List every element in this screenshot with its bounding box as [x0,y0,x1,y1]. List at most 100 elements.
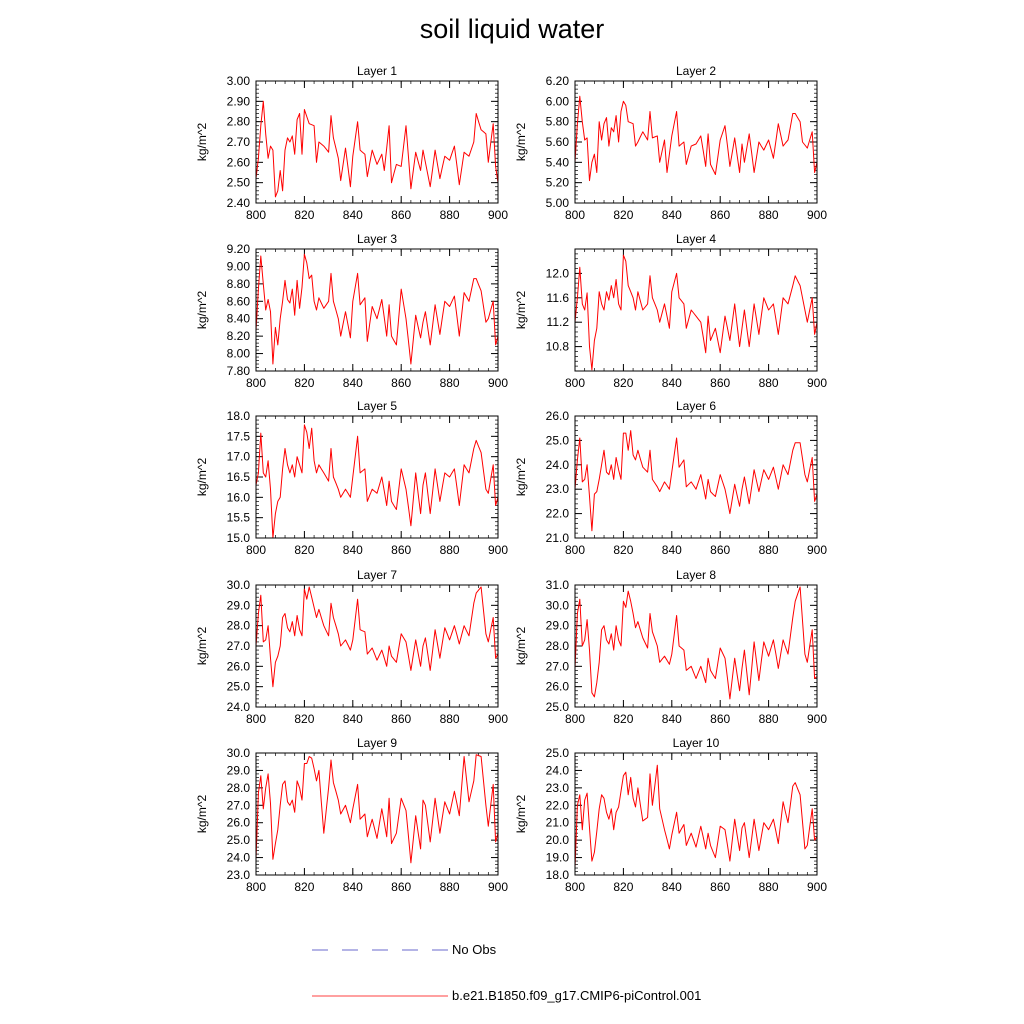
layer-5-ytick-label: 17.0 [227,450,251,464]
layer-3-xtick-label: 820 [294,376,314,390]
layer-6-ytick-label: 23.0 [546,482,570,496]
layer-4-title: Layer 4 [676,232,716,246]
layer-7-ytick-label: 24.0 [227,700,251,714]
layer-4-xtick-label: 880 [759,376,779,390]
layer-2-series-line [574,95,818,182]
layer-6-ylabel: kg/m^2 [514,458,528,497]
layer-3-ytick-label: 7.80 [227,364,251,378]
layer-8-ytick-label: 26.0 [546,680,570,694]
layer-6-xtick-label: 820 [613,543,633,557]
layer-9-ytick-label: 30.0 [227,746,251,760]
layer-3-frame [255,248,499,372]
layer-2-xtick-label: 880 [759,208,779,222]
layer-9-xtick-label: 900 [488,880,508,894]
layer-5-ylabel: kg/m^2 [195,458,209,497]
layer-9-xtick-label: 800 [246,880,266,894]
layer-8-ytick-label: 29.0 [546,619,570,633]
layer-10-ytick-label: 25.0 [546,746,570,760]
layer-8-xtick-label: 800 [565,712,585,726]
layer-4-ytick-label: 12.0 [546,266,570,280]
layer-2-frame [574,80,818,204]
legend-model-label: b.e21.B1850.f09_g17.CMIP6-piControl.001 [452,988,702,1003]
layer-7-ytick-label: 27.0 [227,639,251,653]
layer-6-ytick-label: 21.0 [546,531,570,545]
layer-4-ytick-label: 11.6 [547,291,570,305]
layer-9-ytick-label: 24.0 [227,851,251,865]
layer-10-title: Layer 10 [673,736,720,750]
layer-8-ytick-label: 28.0 [546,639,570,653]
layer-2-xtick-label: 820 [613,208,633,222]
layer-6-ytick-label: 26.0 [546,409,570,423]
layer-2-title: Layer 2 [676,64,716,78]
layer-5-xtick-label: 800 [246,543,266,557]
layer-6-xtick-label: 800 [565,543,585,557]
layer-7-ylabel: kg/m^2 [195,627,209,666]
layer-1-ytick-label: 2.60 [227,155,251,169]
layer-3-xtick-label: 800 [246,376,266,390]
layer-8-xtick-label: 820 [613,712,633,726]
layer-3-ytick-label: 9.00 [227,259,251,273]
layer-9-xtick-label: 820 [294,880,314,894]
layer-10-ytick-label: 18.0 [546,868,570,882]
layer-8-ytick-label: 27.0 [546,659,570,673]
layer-1-ytick-label: 2.70 [227,135,251,149]
layer-5-ytick-label: 15.5 [227,511,251,525]
layer-7-xtick-label: 800 [246,712,266,726]
layer-1-ytick-label: 2.40 [227,196,251,210]
layer-2-ytick-label: 5.40 [546,155,570,169]
layer-7-title: Layer 7 [357,568,397,582]
layer-3-ytick-label: 8.40 [227,312,251,326]
layer-3-title: Layer 3 [357,232,397,246]
layer-10-xtick-label: 840 [662,880,682,894]
layer-4-panel: Layer 4 kg/m^2 800 820 840 860 880 900 10.8 11.2 1… [514,232,827,390]
layer-9-xtick-label: 880 [440,880,460,894]
layer-4-series-line [574,254,818,371]
layer-5-panel: Layer 5 kg/m^2 800 820 840 860 880 900 15.0 15.5 1… [195,399,508,557]
layer-5-series-line [255,424,499,539]
layer-7-xtick-label: 820 [294,712,314,726]
layer-8-xtick-label: 860 [710,712,730,726]
layer-3-ytick-label: 9.20 [227,242,251,256]
figure-title: soil liquid water [419,14,605,44]
layer-7-ytick-label: 29.0 [227,598,251,612]
layer-3-panel: Layer 3 kg/m^2 800 820 840 860 880 900 7.80 8.00 8… [195,232,508,390]
layer-2-ytick-label: 6.00 [546,94,570,108]
layer-1-title: Layer 1 [357,64,397,78]
layer-9-xtick-label: 840 [343,880,363,894]
layer-8-title: Layer 8 [676,568,716,582]
layer-9-ytick-label: 26.0 [227,816,251,830]
layer-1-ytick-label: 2.80 [227,115,251,129]
layer-3-xtick-label: 840 [343,376,363,390]
layer-9-ylabel: kg/m^2 [195,795,209,834]
layer-6-xtick-label: 900 [807,543,827,557]
layer-5-xtick-label: 880 [440,543,460,557]
legend-no-obs-label: No Obs [452,942,497,957]
layer-8-ylabel: kg/m^2 [514,627,528,666]
layer-2-ylabel: kg/m^2 [514,123,528,162]
layer-7-xtick-label: 900 [488,712,508,726]
layer-2-ytick-label: 6.20 [546,74,570,88]
layer-7-panel: Layer 7 kg/m^2 800 820 840 860 880 900 24.0 25.0 2… [195,568,508,726]
layer-9-title: Layer 9 [357,736,397,750]
layer-2-ytick-label: 5.20 [546,176,570,190]
layer-5-ytick-label: 15.0 [227,531,251,545]
layer-2-panel: Layer 2 kg/m^2 800 820 840 860 880 900 5.00 5.20 5… [514,64,827,222]
layer-2-xtick-label: 840 [662,208,682,222]
layer-7-series-line [255,586,499,688]
layer-6-frame [574,415,818,539]
layer-9-panel: Layer 9 kg/m^2 800 820 840 860 880 900 23.0 24.0 2… [195,736,508,894]
layer-10-ytick-label: 24.0 [546,763,570,777]
layer-5-ytick-label: 16.0 [227,490,251,504]
layer-8-xtick-label: 880 [759,712,779,726]
layer-7-ytick-label: 25.0 [227,680,251,694]
layer-6-ytick-label: 24.0 [546,458,570,472]
layer-8-ytick-label: 31.0 [546,578,570,592]
panel-grid: Layer 1 kg/m^2 800 820 840 860 880 900 2.40 2.50 2… [195,64,827,894]
layer-10-xtick-label: 820 [613,880,633,894]
layer-7-xtick-label: 880 [440,712,460,726]
layer-10-ylabel: kg/m^2 [514,795,528,834]
layer-10-ytick-label: 21.0 [546,816,570,830]
layer-8-ytick-label: 30.0 [546,598,570,612]
layer-1-ytick-label: 2.50 [227,176,251,190]
layer-1-xtick-label: 800 [246,208,266,222]
